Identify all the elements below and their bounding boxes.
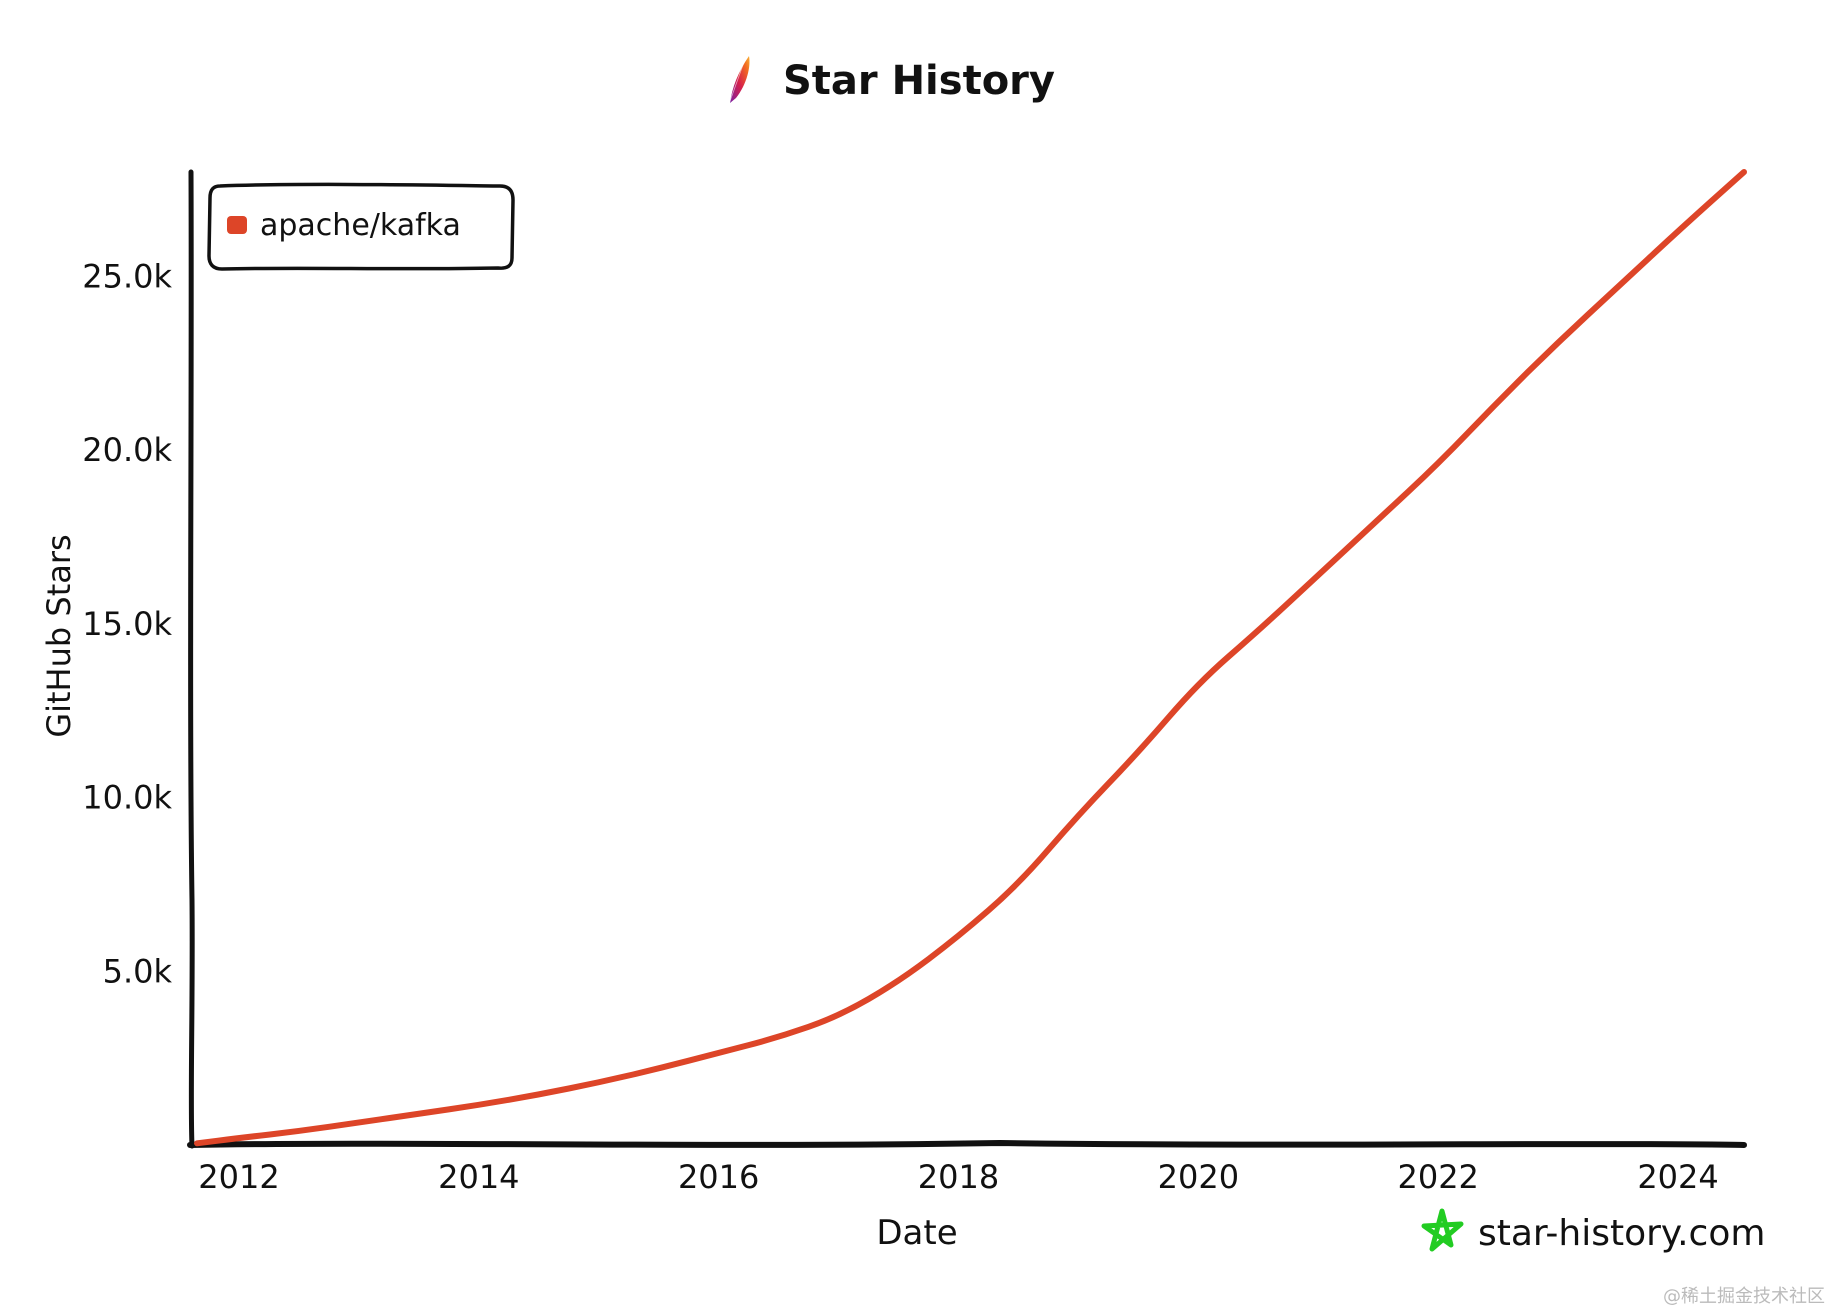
y-tick-label: 25.0k [82,257,172,295]
legend-swatch [227,216,247,234]
x-tick-label: 2022 [1397,1158,1478,1196]
x-axis-line [187,1139,1747,1148]
title-group: Star History [728,56,1055,105]
chart-title: Star History [783,58,1055,104]
y-tick-label: 15.0k [82,605,172,643]
y-axis-line [188,169,195,1149]
credit-watermark: @稀土掘金技术社区 [1663,1286,1825,1307]
y-tick-label: 5.0k [103,952,173,990]
x-tick-label: 2012 [198,1158,279,1196]
legend-label: apache/kafka [260,208,461,243]
y-axis-label: GitHub Stars [40,534,78,737]
y-tick-label: 10.0k [82,779,172,817]
x-tick-label: 2018 [918,1158,999,1196]
y-tick-labels: 5.0k 10.0k 15.0k 20.0k 25.0k [82,257,172,990]
brand-watermark[interactable]: star-history.com [1421,1208,1765,1254]
star-outline-icon [1421,1208,1464,1252]
x-axis-label: Date [876,1213,957,1253]
brand-text: star-history.com [1478,1213,1765,1254]
x-tick-labels: 2012 2014 2016 2018 2020 2022 2024 [198,1158,1719,1196]
series-line-apache-kafka [194,169,1747,1147]
apache-feather-icon [728,56,750,105]
x-tick-label: 2024 [1637,1158,1718,1196]
axes [187,169,1747,1149]
x-tick-label: 2014 [438,1158,519,1196]
y-tick-label: 20.0k [82,431,172,469]
legend: apache/kafka [207,182,515,271]
legend-box [207,182,515,271]
x-tick-label: 2020 [1158,1158,1239,1196]
x-tick-label: 2016 [678,1158,759,1196]
